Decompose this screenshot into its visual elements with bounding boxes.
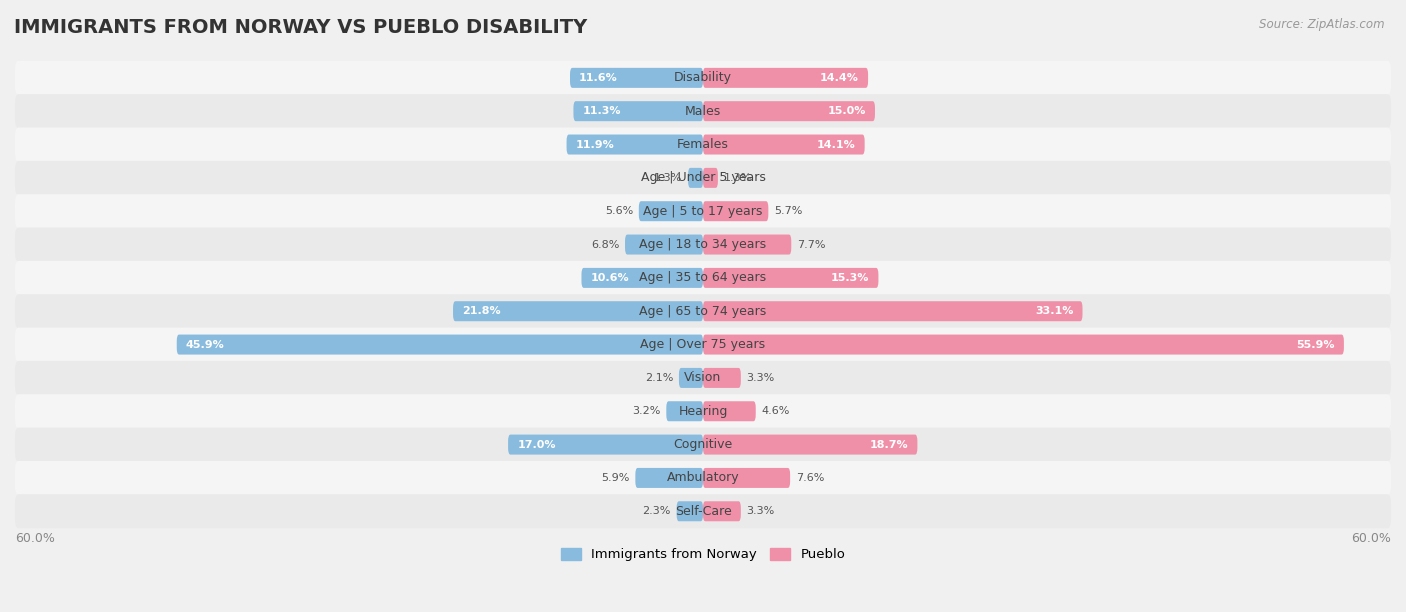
Text: 15.3%: 15.3% <box>831 273 869 283</box>
Text: Disability: Disability <box>673 72 733 84</box>
FancyBboxPatch shape <box>703 468 790 488</box>
Text: Ambulatory: Ambulatory <box>666 471 740 485</box>
FancyBboxPatch shape <box>15 194 1391 228</box>
Text: Age | 65 to 74 years: Age | 65 to 74 years <box>640 305 766 318</box>
Text: Age | 35 to 64 years: Age | 35 to 64 years <box>640 271 766 285</box>
FancyBboxPatch shape <box>703 435 917 455</box>
FancyBboxPatch shape <box>703 301 1083 321</box>
Text: 2.1%: 2.1% <box>645 373 673 383</box>
Text: 7.6%: 7.6% <box>796 473 824 483</box>
FancyBboxPatch shape <box>636 468 703 488</box>
FancyBboxPatch shape <box>15 494 1391 528</box>
Text: Age | Under 5 years: Age | Under 5 years <box>641 171 765 184</box>
Text: 11.6%: 11.6% <box>579 73 617 83</box>
Text: 5.7%: 5.7% <box>775 206 803 216</box>
Text: Self-Care: Self-Care <box>675 505 731 518</box>
FancyBboxPatch shape <box>15 327 1391 362</box>
Text: 21.8%: 21.8% <box>463 306 501 316</box>
FancyBboxPatch shape <box>703 234 792 255</box>
Text: IMMIGRANTS FROM NORWAY VS PUEBLO DISABILITY: IMMIGRANTS FROM NORWAY VS PUEBLO DISABIL… <box>14 18 588 37</box>
Text: 60.0%: 60.0% <box>1351 532 1391 545</box>
Text: 1.3%: 1.3% <box>654 173 682 183</box>
Text: Source: ZipAtlas.com: Source: ZipAtlas.com <box>1260 18 1385 31</box>
FancyBboxPatch shape <box>703 68 868 88</box>
Text: Cognitive: Cognitive <box>673 438 733 451</box>
FancyBboxPatch shape <box>508 435 703 455</box>
Text: 11.3%: 11.3% <box>582 106 621 116</box>
Text: 60.0%: 60.0% <box>15 532 55 545</box>
FancyBboxPatch shape <box>676 501 703 521</box>
Text: 45.9%: 45.9% <box>186 340 225 349</box>
Text: 55.9%: 55.9% <box>1296 340 1334 349</box>
Text: 10.6%: 10.6% <box>591 273 630 283</box>
Text: 3.3%: 3.3% <box>747 373 775 383</box>
Text: 14.1%: 14.1% <box>817 140 855 149</box>
Text: 5.6%: 5.6% <box>605 206 633 216</box>
Text: 18.7%: 18.7% <box>869 439 908 450</box>
Text: 3.3%: 3.3% <box>747 506 775 517</box>
FancyBboxPatch shape <box>15 261 1391 295</box>
FancyBboxPatch shape <box>703 368 741 388</box>
FancyBboxPatch shape <box>703 101 875 121</box>
Text: 2.3%: 2.3% <box>643 506 671 517</box>
Text: Vision: Vision <box>685 371 721 384</box>
FancyBboxPatch shape <box>15 394 1391 428</box>
FancyBboxPatch shape <box>703 501 741 521</box>
FancyBboxPatch shape <box>703 268 879 288</box>
FancyBboxPatch shape <box>574 101 703 121</box>
FancyBboxPatch shape <box>703 401 756 421</box>
FancyBboxPatch shape <box>688 168 703 188</box>
Text: Age | Over 75 years: Age | Over 75 years <box>641 338 765 351</box>
FancyBboxPatch shape <box>15 161 1391 195</box>
FancyBboxPatch shape <box>703 135 865 154</box>
Text: 33.1%: 33.1% <box>1035 306 1073 316</box>
FancyBboxPatch shape <box>15 94 1391 128</box>
Legend: Immigrants from Norway, Pueblo: Immigrants from Norway, Pueblo <box>555 543 851 567</box>
FancyBboxPatch shape <box>15 361 1391 395</box>
FancyBboxPatch shape <box>626 234 703 255</box>
Text: Age | 5 to 17 years: Age | 5 to 17 years <box>644 204 762 218</box>
Text: 5.9%: 5.9% <box>602 473 630 483</box>
FancyBboxPatch shape <box>453 301 703 321</box>
FancyBboxPatch shape <box>15 61 1391 95</box>
Text: Females: Females <box>678 138 728 151</box>
FancyBboxPatch shape <box>15 127 1391 162</box>
FancyBboxPatch shape <box>15 461 1391 495</box>
Text: 11.9%: 11.9% <box>575 140 614 149</box>
FancyBboxPatch shape <box>679 368 703 388</box>
FancyBboxPatch shape <box>15 228 1391 261</box>
FancyBboxPatch shape <box>15 294 1391 328</box>
FancyBboxPatch shape <box>703 201 768 221</box>
FancyBboxPatch shape <box>703 168 718 188</box>
FancyBboxPatch shape <box>15 428 1391 461</box>
Text: 14.4%: 14.4% <box>820 73 859 83</box>
FancyBboxPatch shape <box>582 268 703 288</box>
Text: 3.2%: 3.2% <box>633 406 661 416</box>
Text: Males: Males <box>685 105 721 118</box>
Text: 1.3%: 1.3% <box>724 173 752 183</box>
FancyBboxPatch shape <box>177 335 703 354</box>
FancyBboxPatch shape <box>666 401 703 421</box>
FancyBboxPatch shape <box>569 68 703 88</box>
Text: 17.0%: 17.0% <box>517 439 555 450</box>
Text: Age | 18 to 34 years: Age | 18 to 34 years <box>640 238 766 251</box>
Text: 15.0%: 15.0% <box>827 106 866 116</box>
FancyBboxPatch shape <box>567 135 703 154</box>
FancyBboxPatch shape <box>638 201 703 221</box>
Text: 6.8%: 6.8% <box>591 239 619 250</box>
FancyBboxPatch shape <box>703 335 1344 354</box>
Text: 7.7%: 7.7% <box>797 239 825 250</box>
Text: 4.6%: 4.6% <box>762 406 790 416</box>
Text: Hearing: Hearing <box>678 405 728 418</box>
